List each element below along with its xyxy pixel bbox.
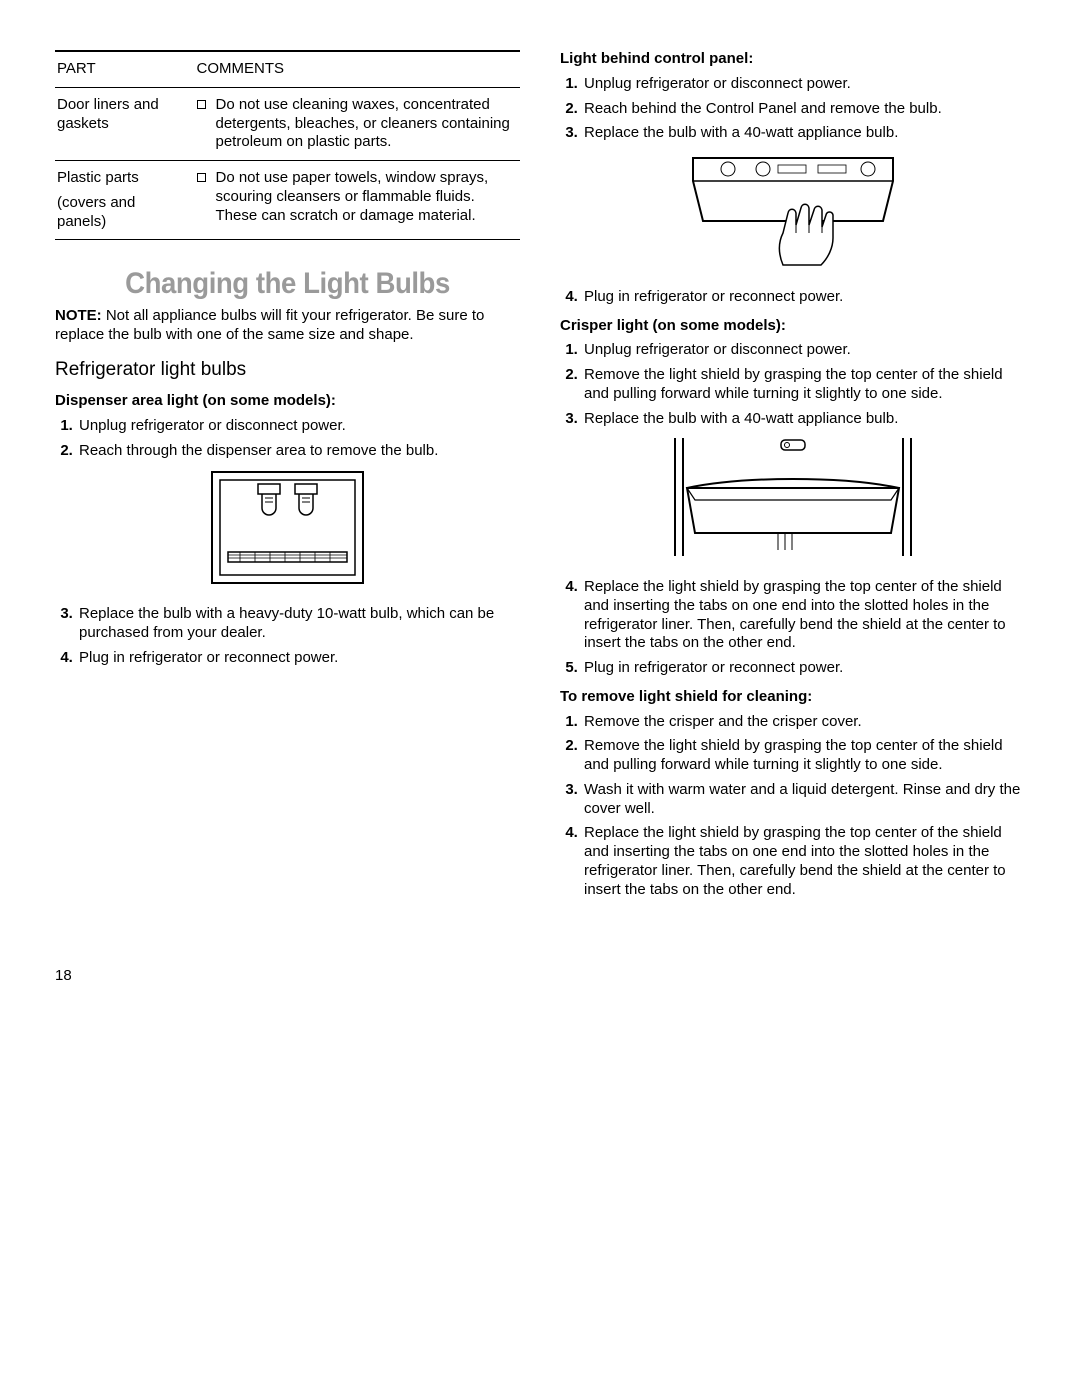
sub-heading: Refrigerator light bulbs — [55, 358, 520, 382]
cleaning-steps: Remove the crisper and the crisper cover… — [560, 713, 1025, 900]
step-item: Replace the light shield by grasping the… — [582, 578, 1025, 653]
cell-part: Door liners and gaskets — [55, 87, 195, 160]
crisper-figure — [560, 438, 1025, 564]
step-item: Unplug refrigerator or disconnect power. — [77, 417, 520, 436]
header-comments: COMMENTS — [195, 51, 521, 87]
table-row: Door liners and gaskets Do not use clean… — [55, 87, 520, 160]
crisper-illustration — [663, 438, 923, 558]
step-item: Remove the light shield by grasping the … — [582, 737, 1025, 775]
dispenser-illustration — [210, 470, 365, 585]
control-panel-steps: Unplug refrigerator or disconnect power.… — [560, 75, 1025, 143]
dispenser-label: Dispenser area light (on some models): — [55, 392, 520, 411]
step-item: Plug in refrigerator or reconnect power. — [582, 288, 1025, 307]
note-paragraph: NOTE: Not all appliance bulbs will fit y… — [55, 307, 520, 345]
step-item: Replace the bulb with a 40-watt applianc… — [582, 124, 1025, 143]
table-header-row: PART COMMENTS — [55, 51, 520, 87]
step-item: Replace the light shield by grasping the… — [582, 824, 1025, 899]
square-bullet-icon — [197, 173, 206, 182]
step-item: Replace the bulb with a heavy-duty 10-wa… — [77, 605, 520, 643]
dispenser-steps-cont: Replace the bulb with a heavy-duty 10-wa… — [55, 605, 520, 667]
right-column: Light behind control panel: Unplug refri… — [560, 50, 1025, 907]
dispenser-figure — [55, 470, 520, 591]
parts-table: PART COMMENTS Door liners and gaskets Do… — [55, 50, 520, 240]
control-panel-illustration — [683, 153, 903, 268]
step-item: Unplug refrigerator or disconnect power. — [582, 75, 1025, 94]
control-panel-steps-cont: Plug in refrigerator or reconnect power. — [560, 288, 1025, 307]
step-item: Reach behind the Control Panel and remov… — [582, 100, 1025, 119]
step-item: Replace the bulb with a 40-watt applianc… — [582, 410, 1025, 429]
cleaning-label: To remove light shield for cleaning: — [560, 688, 1025, 707]
header-part: PART — [55, 51, 195, 87]
note-text: Not all appliance bulbs will fit your re… — [55, 307, 484, 343]
cell-part: Plastic parts (covers and panels) — [55, 161, 195, 240]
note-label: NOTE: — [55, 307, 102, 324]
two-column-layout: PART COMMENTS Door liners and gaskets Do… — [55, 50, 1025, 907]
dispenser-steps: Unplug refrigerator or disconnect power.… — [55, 417, 520, 461]
section-title: Changing the Light Bulbs — [74, 265, 502, 303]
step-item: Unplug refrigerator or disconnect power. — [582, 341, 1025, 360]
cell-comment: Do not use paper towels, window sprays, … — [195, 161, 521, 240]
page-number: 18 — [55, 967, 1025, 986]
square-bullet-icon — [197, 100, 206, 109]
left-column: PART COMMENTS Door liners and gaskets Do… — [55, 50, 520, 907]
step-item: Reach through the dispenser area to remo… — [77, 442, 520, 461]
step-item: Wash it with warm water and a liquid det… — [582, 781, 1025, 819]
crisper-steps: Unplug refrigerator or disconnect power.… — [560, 341, 1025, 428]
step-item: Remove the crisper and the crisper cover… — [582, 713, 1025, 732]
control-panel-label: Light behind control panel: — [560, 50, 1025, 69]
cell-comment: Do not use cleaning waxes, concentrated … — [195, 87, 521, 160]
step-item: Plug in refrigerator or reconnect power. — [77, 649, 520, 668]
crisper-steps-cont: Replace the light shield by grasping the… — [560, 578, 1025, 678]
crisper-label: Crisper light (on some models): — [560, 317, 1025, 336]
table-row: Plastic parts (covers and panels) Do not… — [55, 161, 520, 240]
step-item: Plug in refrigerator or reconnect power. — [582, 659, 1025, 678]
control-panel-figure — [560, 153, 1025, 274]
step-item: Remove the light shield by grasping the … — [582, 366, 1025, 404]
